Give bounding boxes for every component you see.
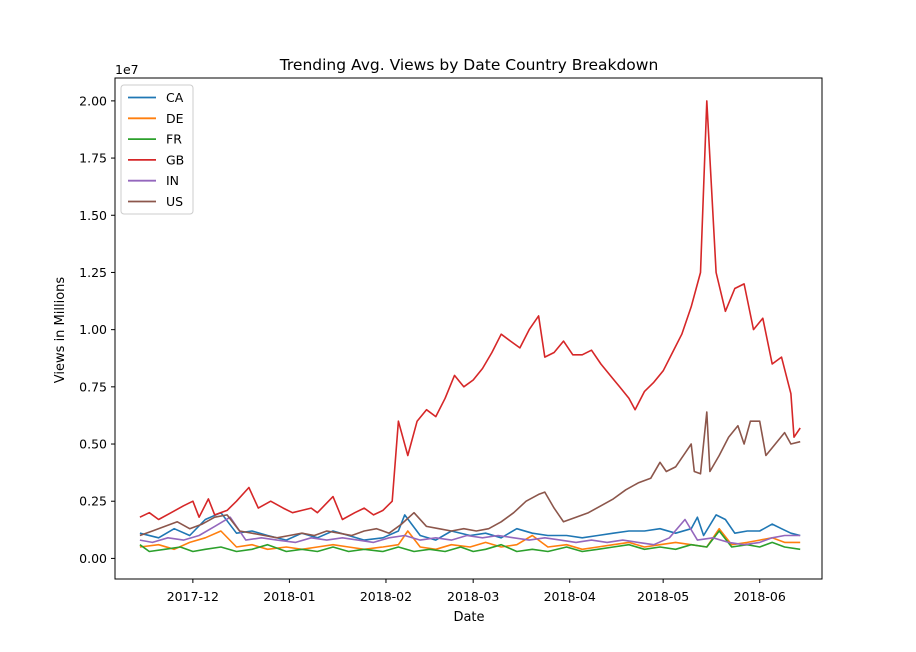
x-tick-label: 2018-02 (360, 589, 412, 604)
chart-title: Trending Avg. Views by Date Country Brea… (279, 56, 659, 74)
x-tick-label: 2018-01 (263, 589, 315, 604)
legend-label-gb: GB (166, 152, 184, 167)
legend-label-in: IN (166, 173, 179, 188)
plot-frame (114, 77, 823, 580)
x-tick-label: 2018-03 (447, 589, 499, 604)
series-line-gb (139, 100, 801, 521)
legend-label-de: DE (166, 111, 184, 126)
y-tick-label: 0.50 (79, 437, 107, 452)
series-line-ca (139, 511, 801, 541)
series-line-fr (139, 530, 801, 553)
series-line-us (139, 411, 801, 539)
y-tick-label: 0.25 (79, 494, 107, 509)
y-axis-label: Views in Millions (53, 277, 68, 384)
x-axis-label: Date (453, 610, 484, 625)
legend-label-ca: CA (166, 90, 184, 105)
y-axis: 0.00 0.25 0.50 0.75 1.00 1.25 1.50 1.75 2.00 (79, 93, 115, 566)
y-tick-label: 1.00 (79, 322, 107, 337)
y-tick-label: 2.00 (79, 93, 107, 108)
y-tick-label: 1.50 (79, 208, 107, 223)
x-tick-label: 2017-12 (167, 589, 219, 604)
y-offset-text: 1e7 (115, 62, 139, 77)
plot-lines (139, 100, 801, 553)
y-tick-label: 1.75 (79, 151, 107, 166)
x-tick-label: 2018-06 (734, 589, 786, 604)
y-tick-label: 1.25 (79, 265, 107, 280)
x-tick-label: 2018-04 (544, 589, 596, 604)
x-axis: 2017-12 2018-01 2018-02 2018-03 2018-04 2018-… (167, 579, 786, 604)
y-tick-label: 0.00 (79, 551, 107, 566)
legend: CA DE FR GB IN US (120, 84, 194, 215)
y-tick-label: 0.75 (79, 379, 107, 394)
legend-label-us: US (166, 194, 183, 209)
legend-box (120, 84, 194, 215)
series-line-in (139, 516, 801, 546)
legend-label-fr: FR (166, 132, 182, 147)
x-tick-label: 2018-05 (637, 589, 689, 604)
